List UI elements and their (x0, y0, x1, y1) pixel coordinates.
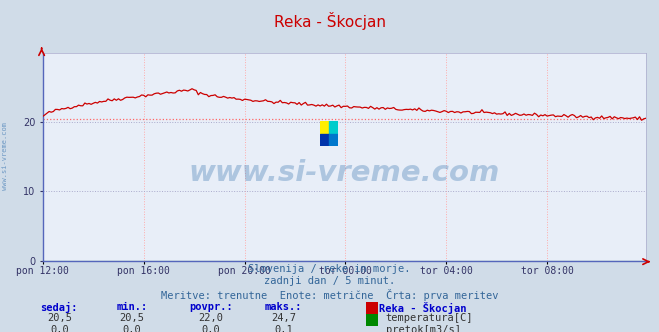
Text: min.:: min.: (116, 302, 148, 312)
Text: Meritve: trenutne  Enote: metrične  Črta: prva meritev: Meritve: trenutne Enote: metrične Črta: … (161, 289, 498, 300)
Text: maks.:: maks.: (265, 302, 302, 312)
Text: 22,0: 22,0 (198, 313, 223, 323)
Text: Slovenija / reke in morje.: Slovenija / reke in morje. (248, 264, 411, 274)
Bar (329, 133, 338, 146)
Text: 0,0: 0,0 (50, 325, 69, 332)
Bar (320, 121, 329, 133)
Text: temperatura[C]: temperatura[C] (386, 313, 473, 323)
Text: pretok[m3/s]: pretok[m3/s] (386, 325, 461, 332)
Text: 20,5: 20,5 (119, 313, 144, 323)
Text: sedaj:: sedaj: (41, 302, 78, 313)
Text: Reka - Škocjan: Reka - Škocjan (379, 302, 467, 314)
Text: Reka - Škocjan: Reka - Škocjan (273, 12, 386, 30)
Text: 0,1: 0,1 (274, 325, 293, 332)
Text: zadnji dan / 5 minut.: zadnji dan / 5 minut. (264, 276, 395, 286)
Text: www.si-vreme.com: www.si-vreme.com (188, 159, 500, 188)
Text: 0,0: 0,0 (123, 325, 141, 332)
Text: 24,7: 24,7 (271, 313, 296, 323)
Text: 20,5: 20,5 (47, 313, 72, 323)
Text: www.si-vreme.com: www.si-vreme.com (2, 122, 9, 190)
Bar (329, 121, 338, 133)
Text: povpr.:: povpr.: (189, 302, 233, 312)
Text: 0,0: 0,0 (202, 325, 220, 332)
Bar (320, 133, 329, 146)
